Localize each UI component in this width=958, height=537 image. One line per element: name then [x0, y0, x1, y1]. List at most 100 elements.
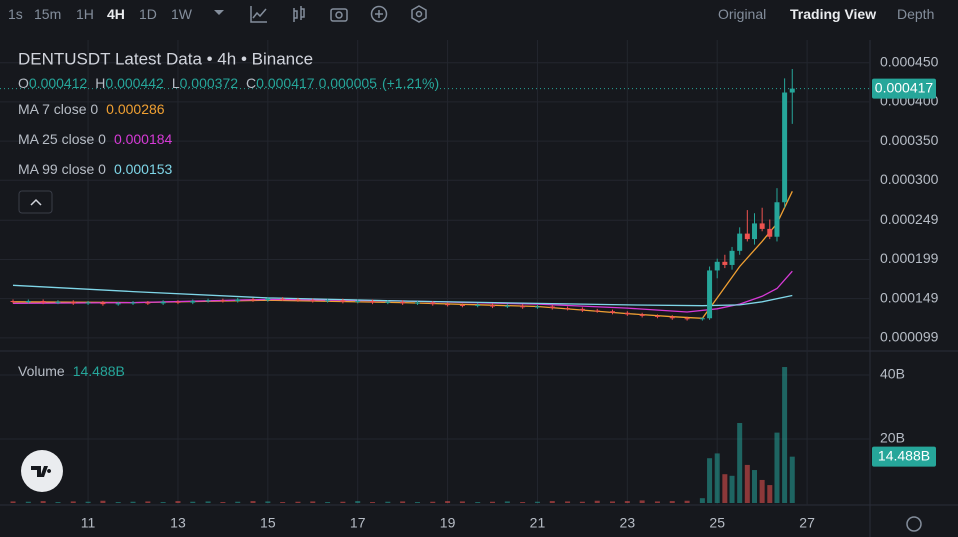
candle-body [160, 301, 166, 304]
volume-bar [250, 501, 256, 503]
add-icon[interactable] [370, 5, 388, 23]
candle-body [579, 308, 585, 311]
axis-settings[interactable] [906, 516, 922, 532]
interval-button[interactable]: 4H [107, 6, 125, 22]
ma-line [12, 191, 793, 319]
candle-body [744, 233, 750, 240]
volume-bar [190, 501, 196, 503]
volume-bar [10, 501, 16, 503]
volume-bar [130, 501, 136, 503]
volume-bar [280, 502, 286, 503]
candle-body [549, 306, 555, 309]
volume-bar [504, 501, 510, 503]
change-pct: (+1.21%) [382, 75, 439, 91]
candle-body [684, 318, 690, 320]
tv-logo-mark [31, 466, 52, 477]
ma-line [12, 284, 793, 307]
candle-body [280, 298, 286, 300]
x-tick-label: 23 [620, 515, 636, 531]
volume-bar [490, 501, 496, 503]
volume-bar [767, 485, 773, 503]
volume-bar [459, 501, 465, 503]
y-tick-label: 0.000199 [880, 250, 939, 266]
volume-bar [295, 501, 301, 503]
candle-body [475, 304, 481, 306]
x-tick-label: 25 [709, 515, 725, 531]
volume-bar [220, 502, 226, 503]
camera-icon[interactable] [330, 8, 348, 22]
ma-name: MA 99 close 0 [18, 161, 106, 177]
volume-bar [594, 500, 600, 503]
settings-icon[interactable] [411, 5, 427, 23]
candle-body [594, 310, 600, 312]
candle-body [459, 304, 465, 306]
volume-bar [175, 501, 181, 503]
candle-body [400, 301, 406, 304]
toolbar: 1s 15m 1H 4H 1D 1W Original Trading View Depth [0, 0, 958, 30]
candle-body [565, 308, 571, 310]
interval-button[interactable]: 1W [171, 6, 192, 22]
x-tick-label: 17 [350, 515, 366, 531]
volume-bar [782, 367, 788, 503]
chart-title: DENTUSDT Latest Data • 4h • Binance [18, 49, 313, 68]
ohlc-key: L [172, 75, 180, 91]
ma-name: MA 25 close 0 [18, 131, 106, 147]
x-tick-label: 27 [799, 515, 815, 531]
view-tab[interactable]: Trading View [790, 6, 877, 22]
candle-icon[interactable] [293, 6, 305, 22]
volume-bar [549, 501, 555, 503]
volume-bar [565, 501, 571, 503]
interval-button[interactable]: 1D [139, 6, 157, 22]
x-tick-label: 13 [170, 515, 186, 531]
volume-bar [707, 458, 713, 503]
toolbar-icons [214, 5, 427, 23]
dropdown-icon[interactable] [214, 10, 224, 15]
y-tick-label: 0.000450 [880, 53, 939, 69]
interval-button[interactable]: 1H [76, 6, 94, 22]
candle-body [10, 301, 16, 303]
interval-button[interactable]: 1s [8, 6, 23, 22]
ma-name: MA 7 close 0 [18, 101, 98, 117]
ohlc-value: 0.000372 [180, 75, 239, 91]
view-tab[interactable]: Depth [897, 6, 935, 22]
candle-body [610, 311, 616, 313]
volume-bar [714, 453, 720, 503]
x-tick-label: 11 [81, 515, 96, 531]
indicator-icon[interactable] [250, 6, 267, 23]
volume-bar [699, 498, 705, 503]
candle-body [414, 302, 420, 304]
ohlc-key: H [95, 75, 105, 91]
candle-body [714, 261, 720, 271]
tv-logo[interactable] [21, 450, 63, 492]
collapse-button[interactable] [18, 190, 53, 214]
volume-bar [100, 500, 106, 503]
volume-bar [385, 501, 391, 503]
candle-body [385, 301, 391, 303]
candle-body [534, 306, 540, 308]
candle-body [295, 299, 301, 301]
y-tick-label: 0.000149 [880, 289, 939, 305]
ma-value: 0.000184 [114, 131, 173, 147]
ma-value: 0.000286 [106, 101, 165, 117]
candle-body [340, 300, 346, 302]
candle-body [752, 223, 758, 240]
collapse-arrow [30, 198, 42, 206]
volume-tick-label: 20B [880, 430, 905, 446]
add-cross [375, 10, 383, 18]
candle-body [699, 318, 705, 320]
view-tab[interactable]: Original [718, 6, 767, 22]
volume-bar [752, 470, 758, 503]
candle-body [774, 202, 780, 237]
candle-body [55, 301, 61, 303]
candle-body [737, 233, 743, 251]
settings-dot [415, 10, 423, 18]
candle-body [235, 299, 241, 302]
ohlc-key: C [246, 75, 256, 91]
ohlc-value: 0.000442 [105, 75, 164, 91]
candle-body [624, 312, 630, 315]
interval-button[interactable]: 15m [34, 6, 62, 22]
volume-bar [520, 502, 526, 503]
volume-bar [145, 501, 151, 503]
candle-body [40, 301, 46, 303]
x-tick-label: 21 [530, 515, 546, 531]
